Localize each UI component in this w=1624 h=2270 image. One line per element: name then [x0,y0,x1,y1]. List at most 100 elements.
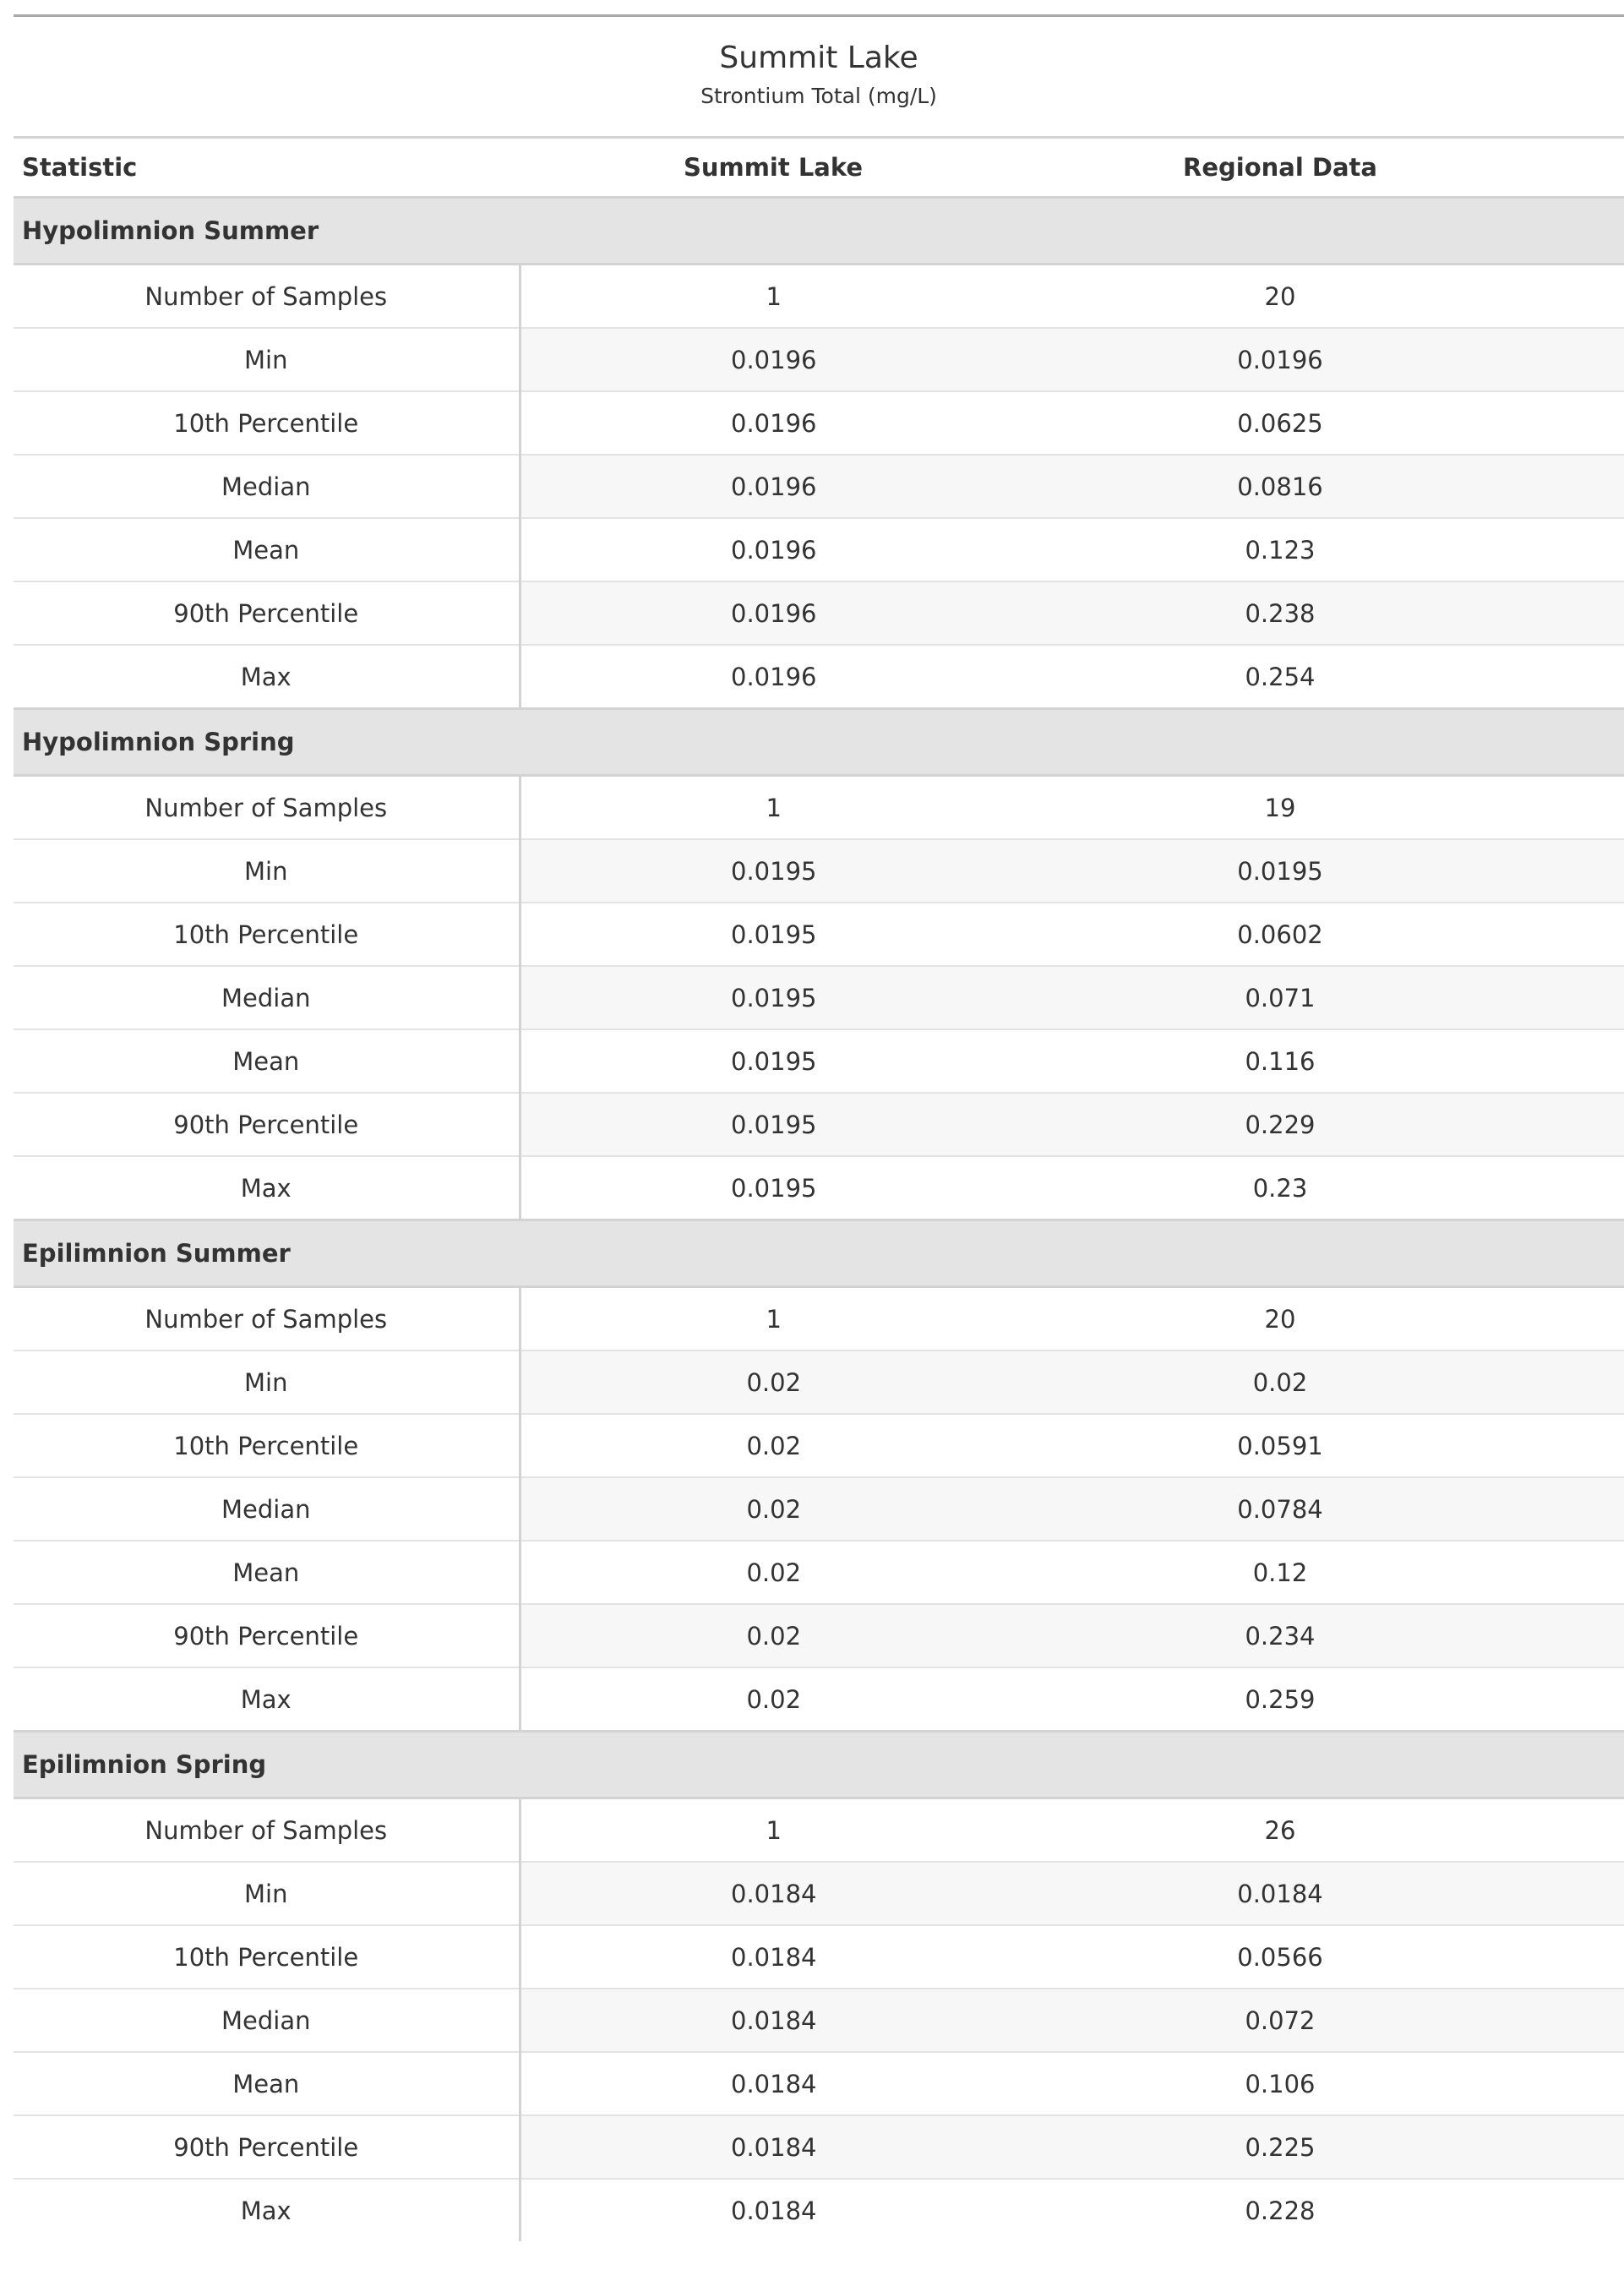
statistic-label: Min [14,1351,521,1415]
summit-lake-value: 0.0184 [520,2052,1027,2116]
row-spacer-cell [1534,1667,1624,1732]
summit-lake-value: 0.02 [520,1351,1027,1415]
regional-data-value: 0.0784 [1027,1477,1534,1542]
row-spacer-cell [1534,1029,1624,1094]
regional-data-value: 0.254 [1245,662,1316,691]
regional-data-value: 0.259 [1245,1684,1316,1714]
statistic-label: Number of Samples [14,775,521,840]
summit-lake-value: 0.0184 [520,1862,1027,1926]
regional-data-value: 0.229 [1027,1093,1534,1157]
summit-lake-value: 0.0184 [520,1925,1027,1989]
statistic-label: 10th Percentile [14,1414,521,1478]
regional-data-value: 0.0195 [1027,839,1534,903]
regional-data-value: 0.071 [1027,966,1534,1030]
summit-lake-value: 0.0195 [520,839,1027,903]
table-row: Min 0.02 0.02 [14,1351,1624,1415]
summit-lake-value: 0.02 [520,1414,1027,1478]
stats-table-container: Summit Lake Strontium Total (mg/L) Stati… [14,14,1624,2241]
regional-data-value: 0.02 [1027,1351,1534,1415]
row-spacer-cell [1534,264,1624,329]
regional-data-value: 0.23 [1252,1173,1308,1203]
group-header-row: Hypolimnion Summer [14,197,1624,265]
statistic-label: 90th Percentile [14,1604,521,1668]
table-row: Number of Samples 1 26 [14,1798,1624,1863]
statistic-label: Median [14,1989,521,2053]
table-row: 90th Percentile 0.0195 0.229 [14,1093,1624,1157]
summit-lake-value: 0.0196 [731,662,817,691]
row-spacer-cell [1534,775,1624,840]
row-spacer-cell [1534,1604,1624,1668]
table-row: 10th Percentile 0.0195 0.0602 [14,903,1624,967]
table-row: Number of Samples 1 20 [14,264,1624,329]
table-row: Max 0.0184 0.228 [14,2179,1624,2241]
table-body: Summit Lake Strontium Total (mg/L) Stati… [14,14,1624,2241]
row-spacer-cell [1534,1093,1624,1157]
statistics-table: Summit Lake Strontium Total (mg/L) Stati… [14,14,1624,2241]
table-row: Mean 0.0196 0.123 [14,518,1624,582]
regional-data-value: 0.0591 [1027,1414,1534,1478]
statistic-label: Mean [14,2052,521,2116]
row-spacer-cell [1534,2179,1624,2241]
row-spacer-cell [1534,2052,1624,2116]
table-row: 10th Percentile 0.02 0.0591 [14,1414,1624,1478]
summit-lake-value: 0.0184 [520,2115,1027,2180]
group-header-row: Hypolimnion Spring [14,707,1624,777]
row-spacer-cell [1534,1414,1624,1478]
statistic-label: Max [14,1667,521,1732]
table-row: Max 0.02 0.259 [14,1667,1624,1732]
column-header-statistic: Statistic [14,137,520,199]
column-header-spacer [1534,137,1624,199]
group-label: Hypolimnion Spring [14,707,1624,777]
row-spacer-cell [1534,1862,1624,1926]
row-spacer-cell [1534,1925,1624,1989]
summit-lake-value: 0.02 [746,1684,802,1714]
table-row: Min 0.0196 0.0196 [14,328,1624,392]
summit-lake-value: 0.0196 [520,455,1027,519]
summit-lake-value: 0.0195 [731,1173,817,1203]
regional-data-value: 0.0816 [1027,455,1534,519]
summit-lake-value: 0.0195 [520,1093,1027,1157]
summit-lake-value: 0.0184 [731,2196,817,2225]
statistic-label: 90th Percentile [14,581,521,646]
summit-lake-value: 1 [520,1798,1027,1863]
statistic-label: 90th Percentile [14,1093,521,1157]
summit-lake-value: 0.02 [520,1604,1027,1668]
column-header-regional-data: Regional Data [1027,137,1534,199]
regional-data-value: 19 [1027,775,1534,840]
row-spacer-cell [1534,1156,1624,1220]
statistic-label: Max [14,1156,521,1220]
regional-data-value: 0.225 [1027,2115,1534,2180]
regional-data-value: 0.0602 [1027,903,1534,967]
row-spacer-cell [1534,581,1624,646]
regional-data-value: 0.0625 [1027,391,1534,456]
statistic-label: 10th Percentile [14,1925,521,1989]
regional-data-value: 20 [1027,264,1534,329]
statistic-label: Median [14,455,521,519]
row-spacer-cell [1534,2115,1624,2180]
regional-data-value: 0.072 [1027,1989,1534,2053]
statistic-label: 90th Percentile [14,2115,521,2180]
group-label: Epilimnion Spring [14,1730,1624,1799]
statistic-label: Median [14,1477,521,1542]
summit-lake-value: 1 [520,775,1027,840]
column-header-row: Statistic Summit Lake Regional Data [14,137,1624,199]
table-row: Median 0.02 0.0784 [14,1477,1624,1542]
statistic-label: Max [14,2179,521,2241]
row-spacer-cell [1534,1798,1624,1863]
summit-lake-value: 1 [520,264,1027,329]
regional-data-value: 0.12 [1027,1541,1534,1605]
regional-data-value: 0.234 [1027,1604,1534,1668]
statistic-label: 10th Percentile [14,903,521,967]
regional-data-value: 0.0566 [1027,1925,1534,1989]
row-spacer-cell [1534,645,1624,709]
summit-lake-value: 0.02 [520,1541,1027,1605]
table-row: 90th Percentile 0.0184 0.225 [14,2115,1624,2180]
table-row: Min 0.0195 0.0195 [14,839,1624,903]
summit-lake-value: 0.0184 [520,1989,1027,2053]
row-spacer-cell [1534,1477,1624,1542]
statistic-label: 10th Percentile [14,391,521,456]
summit-lake-value: 0.0196 [520,581,1027,646]
table-row: Number of Samples 1 19 [14,775,1624,840]
summit-lake-value: 0.0195 [520,966,1027,1030]
summit-lake-value: 0.02 [520,1477,1027,1542]
